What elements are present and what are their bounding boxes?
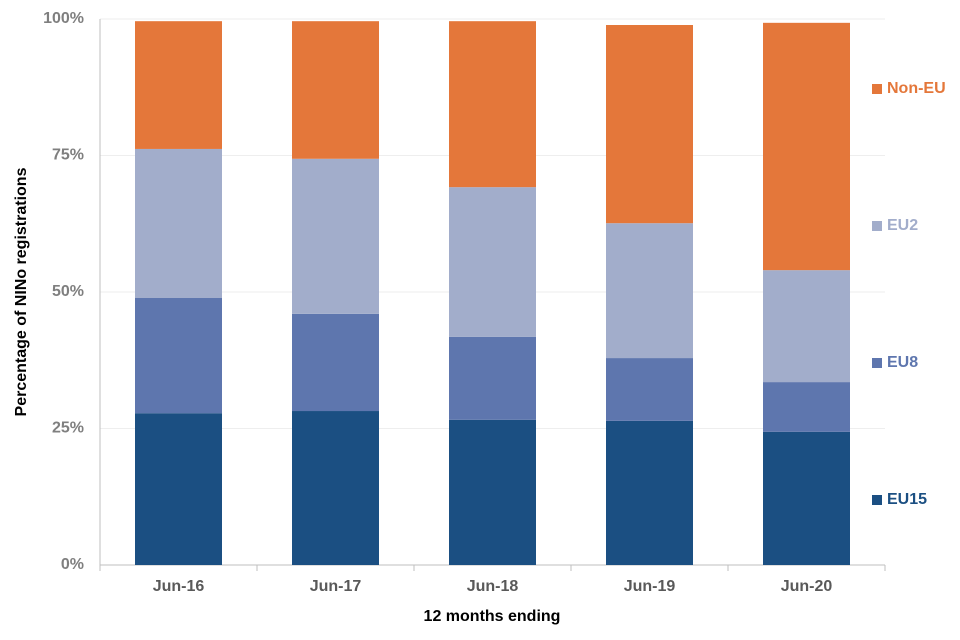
bar-segment bbox=[292, 158, 379, 314]
bar-segment bbox=[763, 382, 850, 432]
bar-segment bbox=[135, 148, 222, 299]
x-tick-label: Jun-16 bbox=[153, 578, 205, 595]
bar-segment bbox=[135, 298, 222, 414]
bar-segment bbox=[292, 21, 379, 159]
legend-label: EU8 bbox=[887, 354, 918, 371]
x-tick-label: Jun-20 bbox=[781, 578, 833, 595]
x-tick-label: Jun-18 bbox=[467, 578, 519, 595]
legend-swatch bbox=[872, 84, 882, 94]
y-tick-label: 25% bbox=[52, 420, 84, 437]
legend-swatch bbox=[872, 495, 882, 505]
bar-segment bbox=[449, 336, 536, 420]
legend-label: EU2 bbox=[887, 217, 918, 234]
bar-segment bbox=[449, 21, 536, 188]
bar-segment bbox=[449, 187, 536, 337]
y-tick-label: 50% bbox=[52, 283, 84, 300]
bar-segment bbox=[449, 419, 536, 565]
bar-segment bbox=[606, 223, 693, 359]
x-tick-label: Jun-19 bbox=[624, 578, 676, 595]
x-axis-title: 12 months ending bbox=[424, 608, 561, 625]
bar-segment bbox=[606, 358, 693, 421]
bar-segment bbox=[763, 431, 850, 565]
bar-segment bbox=[135, 413, 222, 565]
legend-swatch bbox=[872, 221, 882, 231]
y-tick-label: 75% bbox=[52, 147, 84, 164]
y-axis-title: Percentage of NINo registrations bbox=[13, 167, 30, 416]
legend-label: EU15 bbox=[887, 491, 927, 508]
bar-segment bbox=[292, 411, 379, 565]
legend-label: Non-EU bbox=[887, 80, 946, 97]
y-tick-label: 100% bbox=[43, 10, 84, 27]
x-tick-label: Jun-17 bbox=[310, 578, 362, 595]
y-tick-label: 0% bbox=[61, 556, 84, 573]
bar-segment bbox=[763, 22, 850, 271]
bar-segment bbox=[606, 420, 693, 565]
bar-segment bbox=[135, 21, 222, 149]
bar-segment bbox=[292, 313, 379, 412]
bar-segment bbox=[606, 25, 693, 224]
legend-swatch bbox=[872, 358, 882, 368]
bar-segment bbox=[763, 270, 850, 383]
